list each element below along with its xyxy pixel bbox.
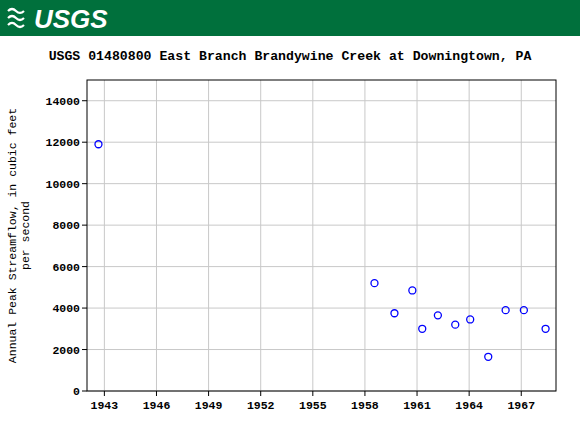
tick-label-y: 8000 (52, 219, 80, 232)
tick-x (521, 391, 522, 396)
tick-y (82, 225, 87, 226)
logo-icon (8, 9, 24, 27)
tick-y (82, 183, 87, 184)
tick-y (82, 391, 87, 392)
grid-line-y (87, 183, 556, 184)
grid-line-x (521, 80, 522, 391)
logo-wave (8, 23, 24, 27)
tick-label-y: 6000 (52, 261, 80, 274)
data-point (467, 316, 474, 323)
data-point (434, 312, 441, 319)
tick-label-y: 12000 (45, 136, 80, 149)
title: USGS 01480800 East Branch Brandywine Cre… (49, 49, 532, 64)
plot-frame (87, 80, 556, 391)
data-point (371, 280, 378, 287)
tick-label-y: 0 (73, 385, 80, 398)
logo-wave (8, 16, 24, 20)
tick-x (417, 391, 418, 396)
tick-y (82, 349, 87, 350)
logo-text: USGS (34, 4, 108, 34)
logo-wave (8, 9, 24, 13)
tick-label-x: 1961 (403, 399, 431, 412)
data-point (391, 310, 398, 317)
tick-label-y: 2000 (52, 344, 80, 357)
grid-line-y (87, 266, 556, 267)
grid-line-x (208, 80, 209, 391)
tick-label-x: 1952 (247, 399, 275, 412)
grid-line-x (156, 80, 157, 391)
grid-line-y (87, 349, 556, 350)
grid-line-y (87, 225, 556, 226)
data-point (95, 141, 102, 148)
grid-line-x (417, 80, 418, 391)
data-point (452, 321, 459, 328)
chart-svg: USGS USGS 01480800 East Branch Brandywine… (0, 0, 580, 430)
grid-line-y (87, 142, 556, 143)
data-point (485, 353, 492, 360)
tick-y (82, 308, 87, 309)
tick-x (156, 391, 157, 396)
y-axis-label: per second (19, 201, 32, 270)
y-axis-label: Annual Peak Streamflow, in cubic feet (6, 108, 19, 363)
data-point (502, 307, 509, 314)
header-bar (0, 0, 580, 36)
tick-label-x: 1955 (299, 399, 327, 412)
tick-x (260, 391, 261, 396)
tick-y (82, 142, 87, 143)
grid-line-y (87, 308, 556, 309)
grid-line-x (260, 80, 261, 391)
tick-x (364, 391, 365, 396)
tick-x (312, 391, 313, 396)
points (95, 141, 549, 361)
tick-y (82, 266, 87, 267)
tick-x (469, 391, 470, 396)
tick-label-x: 1946 (143, 399, 171, 412)
tick-label-y: 4000 (52, 302, 80, 315)
tick-x (104, 391, 105, 396)
grid-line-x (104, 80, 105, 391)
tick-label-x: 1964 (455, 399, 483, 412)
tick-label-x: 1949 (195, 399, 223, 412)
data-point (419, 325, 426, 332)
tick-label-x: 1967 (507, 399, 535, 412)
data-point (520, 307, 527, 314)
tick-label-y: 14000 (45, 95, 80, 108)
tick-y (82, 100, 87, 101)
grid-line-y (87, 100, 556, 101)
data-point (409, 287, 416, 294)
grid-line-x (364, 80, 365, 391)
tick-label-y: 10000 (45, 178, 80, 191)
tick-x (208, 391, 209, 396)
tick-label-x: 1958 (351, 399, 379, 412)
grid-line-x (312, 80, 313, 391)
data-point (542, 325, 549, 332)
tick-label-x: 1943 (91, 399, 119, 412)
grid-line-x (469, 80, 470, 391)
